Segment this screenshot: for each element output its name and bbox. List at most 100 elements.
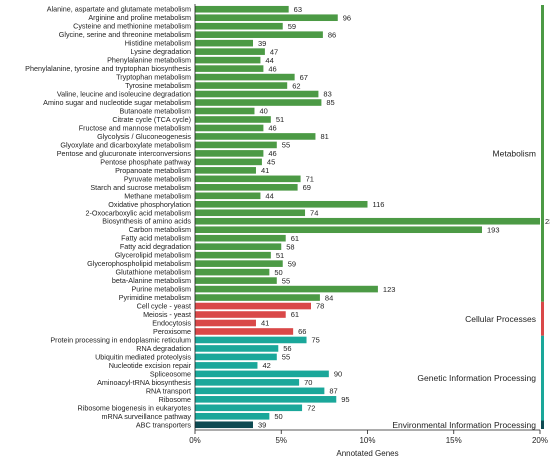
group-bar-cellular-processes	[541, 301, 544, 336]
category-label-cysteine-and-methionine-metabolism: Cysteine and methionine metabolism	[73, 22, 191, 31]
category-label-peroxisome: Peroxisome	[153, 327, 191, 336]
bar-propanoate-metabolism	[195, 167, 256, 174]
bar-protein-processing-in-endoplasmic-reticulum	[195, 336, 307, 344]
category-label-glyoxylate-and-dicarboxylate-metabolism: Glyoxylate and dicarboxylate metabolism	[60, 140, 191, 149]
value-label-starch-and-sucrose-metabolism: 69	[303, 183, 311, 192]
bar-pyruvate-metabolism	[195, 175, 301, 183]
category-label-tryptophan-metabolism: Tryptophan metabolism	[116, 73, 191, 82]
category-label-ribosome-biogenesis-in-eukaryotes: Ribosome biogenesis in eukaryotes	[78, 403, 192, 412]
value-label-biosynthesis-of-amino-acids: 232	[545, 217, 550, 226]
bar-ribosome	[195, 396, 337, 403]
value-label-cysteine-and-methionine-metabolism: 59	[288, 22, 296, 31]
bar-purine-metabolism	[195, 285, 378, 293]
group-label-environmental-information-processing: Environmental Information Processing	[392, 420, 536, 430]
bar-mrna-surveillance-pathway	[195, 412, 270, 420]
bar-cell-cycle-yeast	[195, 302, 311, 310]
bar-valine-leucine-and-isoleucine-degradation	[195, 90, 319, 98]
x-tick-label-4: 20%	[532, 436, 548, 445]
category-label-tyrosine-metabolism: Tyrosine metabolism	[125, 81, 191, 90]
value-label-abc-transporters: 39	[258, 420, 266, 429]
bar-glutathione-metabolism	[195, 268, 270, 276]
category-label-glycerophospholipid-metabolism: Glycerophospholipid metabolism	[87, 259, 191, 268]
value-label-ubiquitin-mediated-proteolysis: 55	[282, 353, 290, 362]
value-label-rna-transport: 87	[329, 387, 337, 396]
bar-phenylalanine-metabolism	[195, 56, 261, 64]
value-label-carbon-metabolism: 193	[487, 225, 500, 234]
bar-rna-transport	[195, 387, 325, 395]
value-label-propanoate-metabolism: 41	[261, 166, 269, 175]
value-label-phenylalanine-metabolism: 44	[265, 56, 273, 65]
group-bar-genetic-information-processing	[541, 335, 544, 421]
value-label-valine-leucine-and-isoleucine-degradation: 83	[323, 90, 331, 99]
group-bar-metabolism	[541, 5, 544, 302]
category-label-fatty-acid-metabolism: Fatty acid metabolism	[121, 234, 191, 243]
category-label-cell-cycle-yeast: Cell cycle - yeast	[137, 302, 191, 311]
category-label-glutathione-metabolism: Glutathione metabolism	[115, 268, 191, 277]
value-label-ribosome: 95	[341, 395, 349, 404]
value-label-methane-metabolism: 44	[265, 192, 273, 201]
value-label-endocytosis: 41	[261, 319, 269, 328]
category-label-starch-and-sucrose-metabolism: Starch and sucrose metabolism	[90, 183, 191, 192]
bar-tryptophan-metabolism	[195, 73, 295, 81]
category-label-phenylalanine-tyrosine-and-tryptophan-biosynthesis: Phenylalanine, tyrosine and tryptophan b…	[25, 64, 191, 73]
category-label-rna-degradation: RNA degradation	[136, 344, 191, 353]
x-axis-ticks: 0% 5% 10% 15% 20%	[189, 430, 548, 445]
category-label-oxidative-phosphorylation: Oxidative phosphorylation	[108, 200, 191, 209]
category-label-carbon-metabolism: Carbon metabolism	[129, 225, 191, 234]
category-label-purine-metabolism: Purine metabolism	[131, 285, 191, 294]
category-label-fructose-and-mannose-metabolism: Fructose and mannose metabolism	[79, 123, 191, 132]
category-label-aminoacyl-trna-biosynthesis: Aminoacyl-tRNA biosynthesis	[97, 378, 191, 387]
bar-histidine-metabolism	[195, 39, 253, 47]
group-labels: Metabolism Cellular Processes Genetic Info…	[392, 148, 536, 429]
category-label-mrna-surveillance-pathway: mRNA surveillance pathway	[102, 412, 192, 421]
bar-peroxisome	[195, 328, 294, 335]
bar-butanoate-metabolism	[195, 107, 255, 115]
category-label-arginine-and-proline-metabolism: Arginine and proline metabolism	[88, 13, 191, 22]
bar-phenylalanine-tyrosine-and-tryptophan-biosynthesis	[195, 65, 264, 72]
bar-aminoacyl-trna-biosynthesis	[195, 379, 300, 386]
bar-glycerolipid-metabolism	[195, 251, 271, 259]
category-label-pentose-and-glucuronate-interconversions: Pentose and glucuronate interconversions	[57, 149, 192, 158]
category-label-beta-alanine-metabolism: beta-Alanine metabolism	[112, 276, 191, 285]
bar-ubiquitin-mediated-proteolysis	[195, 353, 277, 361]
category-label-lysine-degradation: Lysine degradation	[131, 47, 191, 56]
value-label-pyruvate-metabolism: 71	[306, 175, 314, 184]
bar-cysteine-and-methionine-metabolism	[195, 22, 283, 30]
bar-fructose-and-mannose-metabolism	[195, 124, 264, 132]
value-label-purine-metabolism: 123	[383, 285, 396, 294]
category-label-citrate-cycle-tca-cycle: Citrate cycle (TCA cycle)	[112, 115, 191, 124]
bar-fatty-acid-degradation	[195, 243, 282, 250]
group-label-genetic-information-processing: Genetic Information Processing	[417, 373, 536, 383]
category-label-glycerolipid-metabolism: Glycerolipid metabolism	[115, 251, 191, 260]
bar-beta-alanine-metabolism	[195, 277, 277, 284]
bar-alanine-aspartate-and-glutamate-metabolism	[195, 5, 289, 13]
x-tick-label-1: 5%	[275, 436, 287, 445]
value-labels: 6396598639474446676283854051468155464541…	[258, 5, 550, 430]
value-label-tryptophan-metabolism: 67	[300, 73, 308, 82]
category-label-phenylalanine-metabolism: Phenylalanine metabolism	[107, 56, 191, 65]
value-label-protein-processing-in-endoplasmic-reticulum: 75	[312, 336, 320, 345]
value-label-beta-alanine-metabolism: 55	[282, 276, 290, 285]
x-tick-label-3: 15%	[446, 436, 462, 445]
bar-glycine-serine-and-threonine-metabolism	[195, 31, 323, 38]
category-labels: Alanine, aspartate and glutamate metabol…	[25, 5, 191, 430]
category-label-pyrimidine-metabolism: Pyrimidine metabolism	[119, 293, 191, 302]
value-label-peroxisome: 66	[298, 327, 306, 336]
value-label-ribosome-biogenesis-in-eukaryotes: 72	[307, 404, 315, 413]
category-label-amino-sugar-and-nucleotide-sugar-metabolism: Amino sugar and nucleotide sugar metabol…	[43, 98, 191, 107]
bar-abc-transporters	[195, 421, 253, 429]
category-label-spliceosome: Spliceosome	[150, 369, 191, 378]
bar-citrate-cycle-tca-cycle	[195, 116, 271, 123]
x-tick-label-2: 10%	[359, 436, 375, 445]
value-label-citrate-cycle-tca-cycle: 51	[276, 115, 284, 124]
value-label-lysine-degradation: 47	[270, 47, 278, 56]
category-label-fatty-acid-degradation: Fatty acid degradation	[120, 242, 191, 251]
value-label-glycerolipid-metabolism: 51	[276, 251, 284, 260]
group-label-metabolism: Metabolism	[493, 148, 536, 158]
group-label-cellular-processes: Cellular Processes	[465, 314, 536, 324]
value-label-2-oxocarboxylic-acid-metabolism: 74	[310, 208, 318, 217]
value-label-fatty-acid-degradation: 58	[286, 242, 294, 251]
category-label-2-oxocarboxylic-acid-metabolism: 2-Oxocarboxylic acid metabolism	[86, 208, 191, 217]
value-label-fatty-acid-metabolism: 61	[291, 234, 299, 243]
value-label-mrna-surveillance-pathway: 50	[274, 412, 282, 421]
